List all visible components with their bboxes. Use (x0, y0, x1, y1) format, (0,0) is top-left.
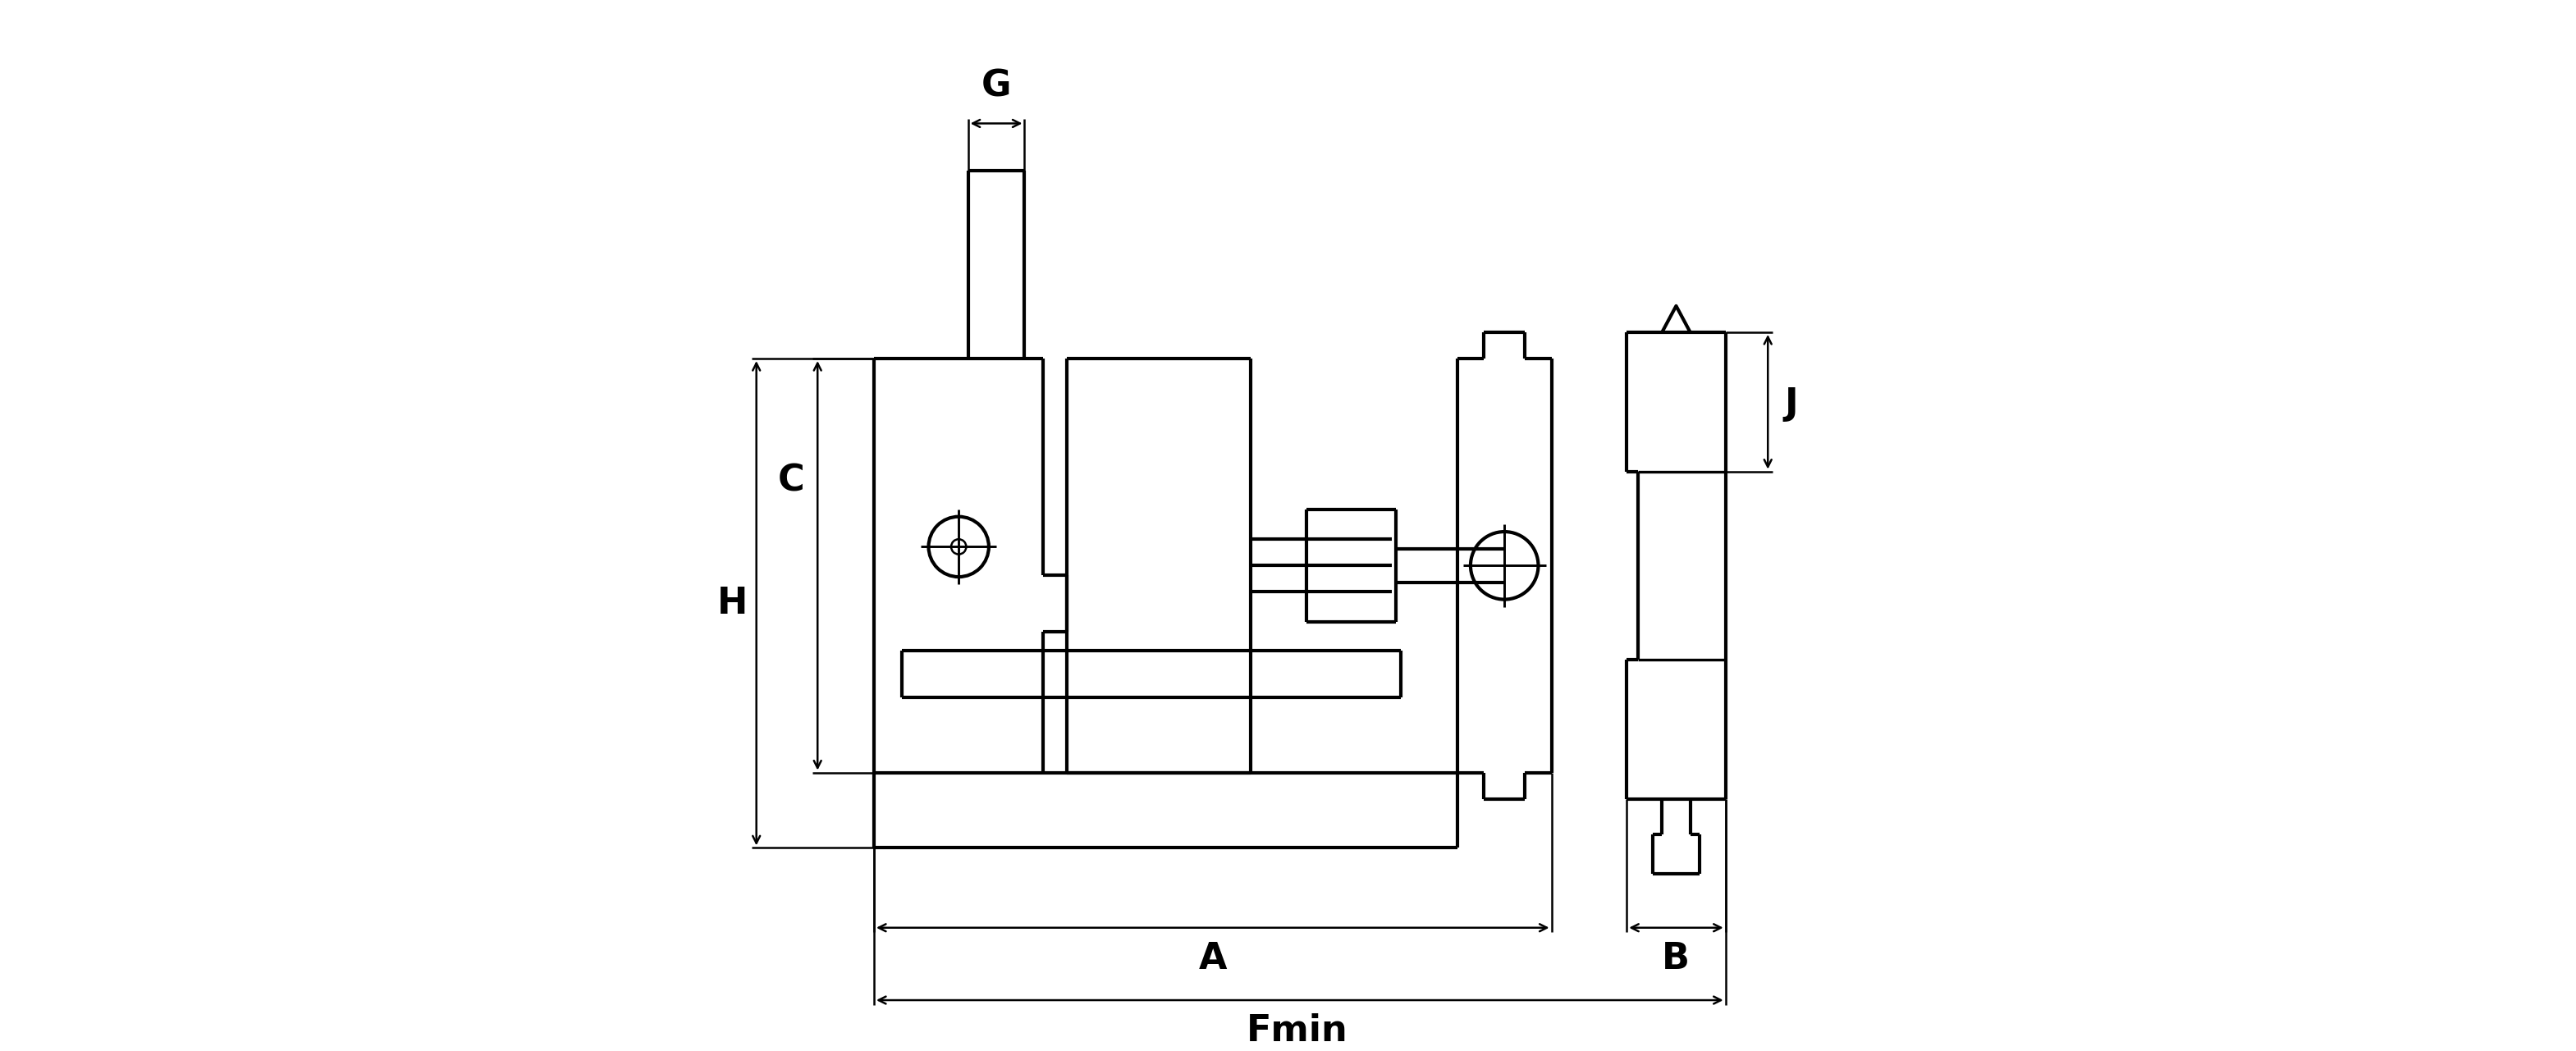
Text: G: G (981, 68, 1012, 103)
Text: A: A (1198, 941, 1226, 976)
Text: B: B (1662, 941, 1690, 976)
Text: C: C (778, 463, 804, 498)
Text: Fmin: Fmin (1247, 1013, 1347, 1049)
Text: J: J (1785, 386, 1798, 421)
Text: H: H (719, 585, 747, 621)
